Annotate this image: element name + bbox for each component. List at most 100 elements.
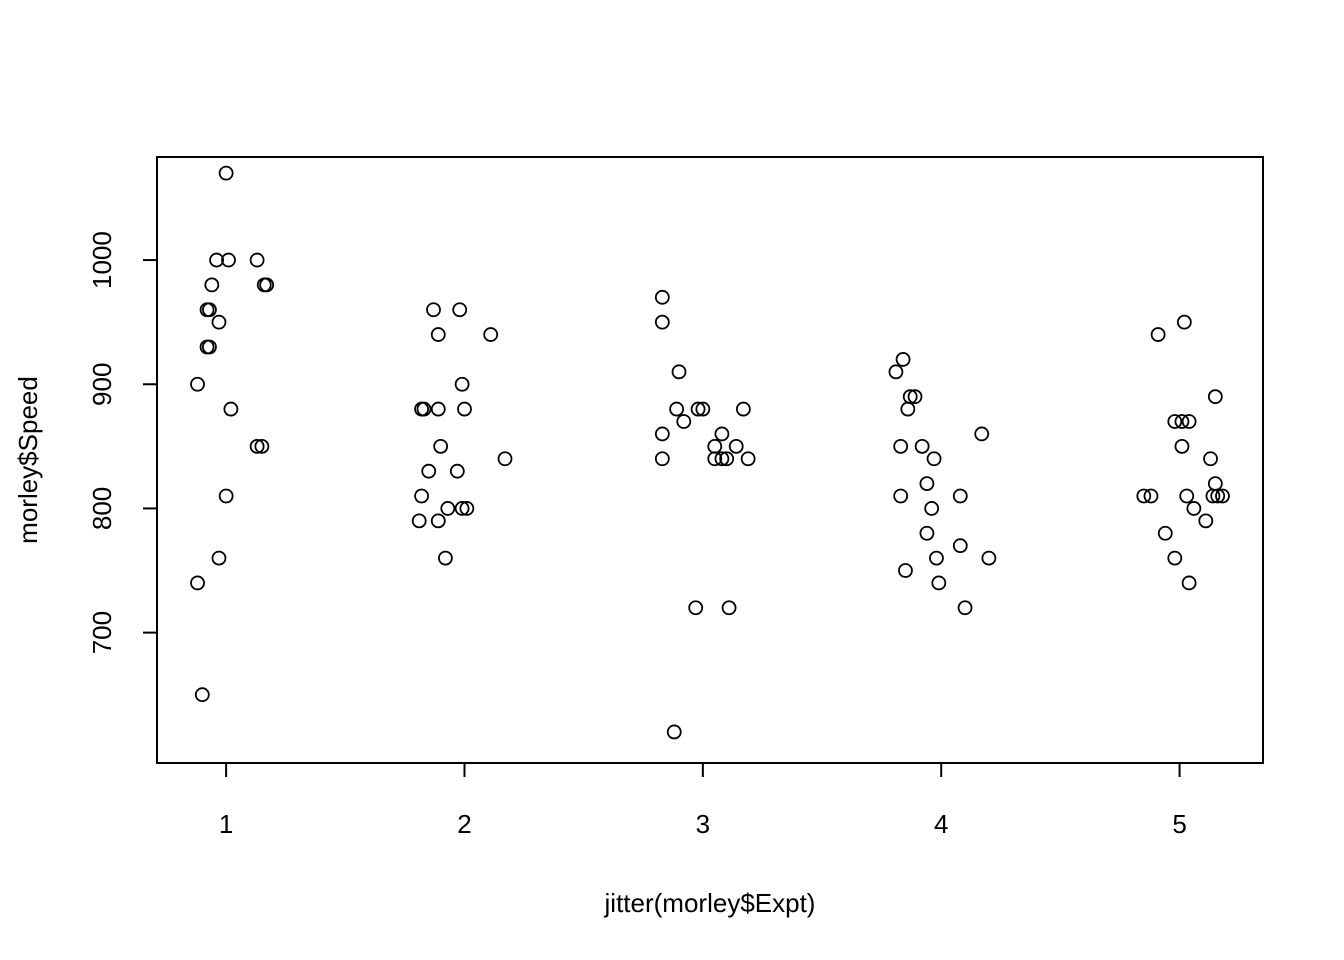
data-point xyxy=(190,575,205,591)
data-point xyxy=(209,252,224,268)
data-point xyxy=(483,327,499,342)
data-point xyxy=(898,563,913,578)
data-point xyxy=(1181,575,1197,591)
data-point xyxy=(669,401,685,417)
data-point xyxy=(666,724,682,740)
x-axis: 1 2 3 4 5 xyxy=(219,762,1187,839)
y-tick-label: 900 xyxy=(87,363,117,406)
data-point xyxy=(1150,327,1166,342)
data-point xyxy=(416,401,432,417)
data-point xyxy=(1167,550,1183,566)
data-point xyxy=(218,165,234,181)
data-point xyxy=(190,376,205,392)
data-point xyxy=(1167,414,1183,429)
data-point xyxy=(211,314,227,330)
data-point xyxy=(1186,501,1202,516)
data-point xyxy=(1174,438,1190,454)
x-tick-label: 4 xyxy=(934,809,948,839)
data-point xyxy=(221,252,236,268)
data-point xyxy=(974,426,990,442)
x-tick-label: 5 xyxy=(1172,809,1186,839)
data-point xyxy=(194,687,210,703)
data-point xyxy=(1205,488,1221,504)
data-point xyxy=(259,277,275,293)
data-point xyxy=(411,513,427,529)
data-point xyxy=(254,438,270,454)
y-tick-label: 1000 xyxy=(87,231,117,289)
data-point xyxy=(430,401,446,417)
data-point xyxy=(654,314,670,330)
data-point xyxy=(929,550,944,566)
y-tick-label: 800 xyxy=(87,487,117,530)
y-axis: 700 800 900 1000 xyxy=(87,231,158,654)
data-point xyxy=(454,501,470,516)
x-axis-title: jitter(morley$Expt) xyxy=(604,888,816,918)
data-point xyxy=(981,550,997,566)
data-point xyxy=(893,488,909,504)
data-point xyxy=(1174,414,1190,429)
data-point xyxy=(654,451,670,467)
data-point xyxy=(1136,488,1152,504)
data-point xyxy=(714,451,730,467)
x-tick-label: 2 xyxy=(457,809,471,839)
data-point xyxy=(1143,488,1159,504)
data-points xyxy=(190,165,1230,740)
data-point xyxy=(457,401,472,417)
data-point xyxy=(1198,513,1214,529)
data-point xyxy=(223,401,239,417)
data-point xyxy=(1215,488,1230,504)
data-point xyxy=(1179,488,1195,504)
data-point xyxy=(249,438,265,454)
data-point xyxy=(449,463,465,479)
data-point xyxy=(654,289,670,305)
data-point xyxy=(440,501,456,516)
data-point xyxy=(740,451,756,467)
data-point xyxy=(497,451,513,467)
data-point xyxy=(211,550,227,566)
data-point xyxy=(459,501,475,516)
data-point xyxy=(895,352,911,367)
data-point xyxy=(907,389,923,405)
data-point xyxy=(1210,488,1226,504)
data-point xyxy=(926,451,942,467)
data-point xyxy=(914,438,930,454)
data-point xyxy=(1207,476,1223,491)
data-point xyxy=(202,302,217,318)
data-point xyxy=(728,438,744,454)
data-point xyxy=(671,364,687,380)
data-point xyxy=(924,501,940,516)
data-point xyxy=(438,550,453,566)
plot-frame xyxy=(156,156,1264,764)
data-point xyxy=(719,451,735,467)
y-axis-title: morley$Speed xyxy=(13,376,43,544)
data-point xyxy=(1203,451,1218,467)
x-tick-label: 3 xyxy=(696,809,710,839)
data-point xyxy=(957,600,973,616)
data-point xyxy=(430,327,446,342)
data-point xyxy=(952,538,968,554)
data-point xyxy=(218,488,234,504)
data-point xyxy=(900,401,916,417)
data-point xyxy=(1207,389,1223,405)
x-tick-label: 1 xyxy=(219,809,233,839)
data-point xyxy=(414,488,429,504)
data-point xyxy=(433,438,449,454)
data-point xyxy=(454,376,470,392)
data-point xyxy=(690,401,706,417)
data-point xyxy=(421,463,437,479)
data-point xyxy=(1157,525,1173,541)
data-point xyxy=(888,364,904,380)
data-point xyxy=(707,438,723,454)
data-point xyxy=(931,575,947,591)
data-point xyxy=(919,476,935,491)
data-point xyxy=(714,426,730,442)
data-point xyxy=(688,600,704,616)
data-point xyxy=(893,438,909,454)
data-point xyxy=(452,302,468,318)
data-point xyxy=(1176,314,1192,330)
data-point xyxy=(426,302,441,318)
data-point xyxy=(654,426,670,442)
data-point xyxy=(204,277,220,293)
data-point xyxy=(249,252,265,268)
